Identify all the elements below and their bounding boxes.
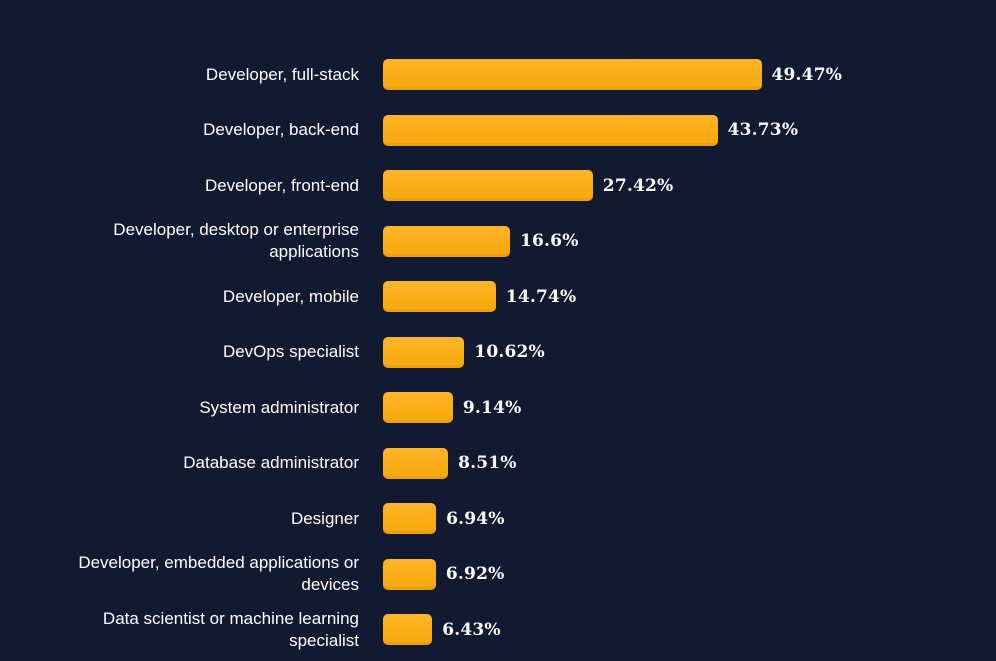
value-label: 6.94% <box>446 508 505 529</box>
value-label: 9.14% <box>462 397 522 418</box>
category-label: Developer, back-end <box>203 120 359 140</box>
category-label: DevOps specialist <box>222 342 359 362</box>
bar[interactable] <box>383 59 762 91</box>
chart-row: Developer, full-stack 49.47% <box>0 47 996 103</box>
bar-area: 14.74% <box>383 281 996 313</box>
value-label: 27.42% <box>602 175 674 196</box>
category-label: Developer, desktop or enterprise applica… <box>113 220 359 262</box>
value-label: 43.73% <box>727 120 799 141</box>
bar-area: 8.51% <box>383 447 996 479</box>
category-label: System administrator <box>199 397 359 417</box>
category-label: Developer, front-end <box>204 175 359 195</box>
category-label: Data scientist or machine learning speci… <box>102 608 359 650</box>
category-label: Developer, mobile <box>222 286 359 306</box>
bar[interactable] <box>383 114 718 146</box>
bar[interactable] <box>383 281 496 313</box>
bar-area: 49.47% <box>383 59 996 91</box>
category-label: Developer, full-stack <box>205 64 359 84</box>
category-label: Developer, embedded applications or devi… <box>78 553 359 595</box>
value-label: 49.47% <box>771 64 843 85</box>
value-label: 14.74% <box>505 286 577 307</box>
bar-area: 9.14% <box>383 392 996 424</box>
chart-row: Developer, desktop or enterprise applica… <box>0 214 996 270</box>
chart-row: Data scientist or machine learning speci… <box>0 602 996 658</box>
chart-row: Designer 6.94% <box>0 491 996 547</box>
bar[interactable] <box>383 336 465 368</box>
bar-chart: Developer, full-stack 49.47% Developer, … <box>0 47 996 658</box>
bar[interactable] <box>383 614 433 646</box>
category-label: Database administrator <box>183 453 359 473</box>
chart-row: Database administrator 8.51% <box>0 436 996 492</box>
chart-row: Developer, embedded applications or devi… <box>0 547 996 603</box>
value-label: 16.6% <box>520 231 579 252</box>
bar-area: 6.43% <box>383 614 996 646</box>
category-label: Designer <box>290 508 359 528</box>
chart-row: Developer, front-end 27.42% <box>0 158 996 214</box>
bar[interactable] <box>383 170 593 202</box>
bar-area: 10.62% <box>383 336 996 368</box>
bar[interactable] <box>383 447 449 479</box>
bar-area: 6.94% <box>383 503 996 535</box>
chart-row: Developer, mobile 14.74% <box>0 269 996 325</box>
bar[interactable] <box>383 503 437 535</box>
value-label: 6.43% <box>442 619 501 640</box>
value-label: 6.92% <box>445 564 505 585</box>
chart-row: System administrator 9.14% <box>0 380 996 436</box>
bar-area: 43.73% <box>383 114 996 146</box>
bar[interactable] <box>383 558 436 590</box>
bar[interactable] <box>383 225 510 257</box>
bar-area: 16.6% <box>383 225 996 257</box>
bar[interactable] <box>383 392 453 424</box>
value-label: 10.62% <box>474 342 545 363</box>
bar-area: 27.42% <box>383 170 996 202</box>
chart-row: Developer, back-end 43.73% <box>0 103 996 159</box>
value-label: 8.51% <box>458 453 517 474</box>
bar-area: 6.92% <box>383 558 996 590</box>
chart-row: DevOps specialist 10.62% <box>0 325 996 381</box>
